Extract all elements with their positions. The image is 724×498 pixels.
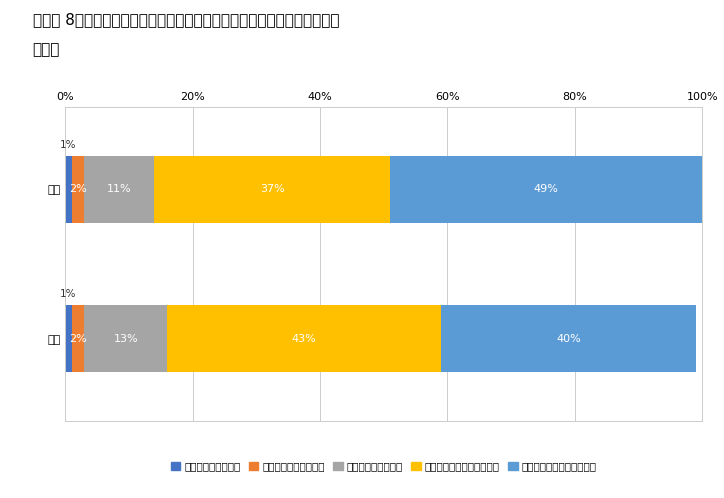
Text: ［図表 8］入社予定の会社に対して持っているイメージ：育成に力を入れ: ［図表 8］入社予定の会社に対して持っているイメージ：育成に力を入れ — [33, 12, 339, 27]
Text: 11%: 11% — [107, 184, 132, 194]
Text: 37%: 37% — [260, 184, 285, 194]
Bar — [65, 155, 72, 223]
Text: 43%: 43% — [292, 334, 316, 344]
Bar — [441, 305, 696, 373]
Bar — [65, 305, 72, 373]
Text: 1%: 1% — [60, 139, 77, 149]
Text: 49%: 49% — [534, 184, 559, 194]
Text: 2%: 2% — [69, 334, 87, 344]
Bar — [390, 155, 702, 223]
Text: 13%: 13% — [114, 334, 138, 344]
Text: ている: ている — [33, 42, 60, 57]
Legend: イメージは全くない, イメージはあまりない, どちらともいえない, イメージをやや持っている, イメージを強く持っている: イメージは全くない, イメージはあまりない, どちらともいえない, イメージをや… — [167, 457, 601, 476]
Bar — [84, 305, 167, 373]
Text: 1%: 1% — [60, 289, 77, 299]
Bar — [72, 155, 84, 223]
Bar — [154, 155, 390, 223]
Bar — [84, 155, 154, 223]
Text: 40%: 40% — [556, 334, 581, 344]
Bar — [167, 305, 441, 373]
Text: 2%: 2% — [69, 184, 87, 194]
Bar — [72, 305, 84, 373]
